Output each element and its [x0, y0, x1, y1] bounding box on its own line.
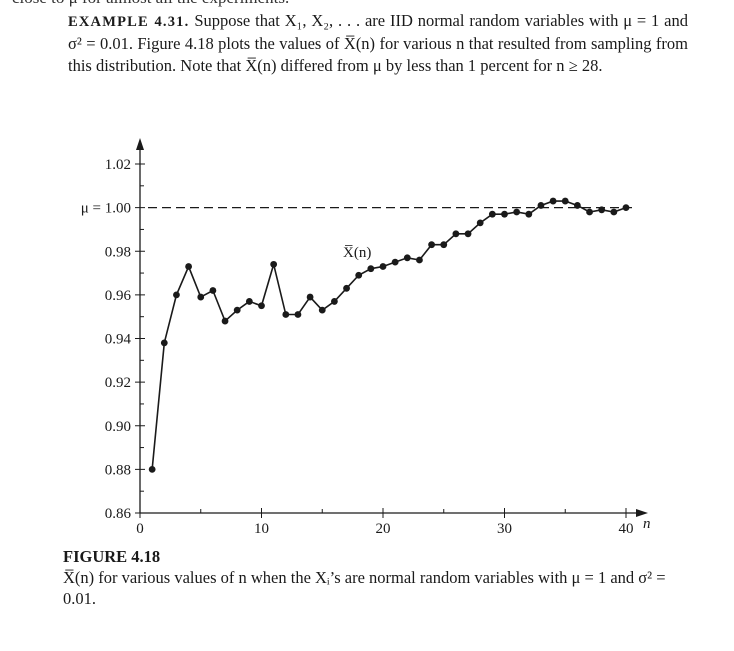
- data-point: [221, 317, 229, 325]
- x-axis-label: n: [643, 516, 651, 532]
- example-paragraph: EXAMPLE 4.31. Suppose that X₁, X₂, . . .…: [68, 10, 688, 77]
- data-point: [294, 311, 302, 318]
- data-point: [610, 208, 618, 216]
- y-tick-label: 0.98: [105, 244, 131, 260]
- x-axis-arrow: [636, 509, 648, 517]
- y-tick-label: 0.88: [105, 462, 131, 478]
- y-tick-label: 0.90: [105, 419, 131, 435]
- data-point: [160, 339, 168, 347]
- y-tick-label: 0.92: [105, 375, 131, 391]
- y-tick-label: 0.96: [105, 288, 132, 304]
- data-point: [306, 293, 314, 301]
- y-tick-label: 1.02: [105, 157, 131, 173]
- data-point: [258, 302, 265, 310]
- data-point: [209, 287, 217, 294]
- data-point: [331, 298, 338, 305]
- x-tick-label: 10: [254, 521, 269, 537]
- data-point: [148, 465, 156, 473]
- figure-caption-text: X̅(n) for various values of n when the X…: [63, 568, 666, 608]
- data-point: [476, 219, 484, 227]
- data-point: [185, 263, 193, 270]
- data-point: [282, 311, 290, 318]
- data-point: [245, 298, 253, 305]
- data-point: [379, 263, 387, 270]
- figure-caption: FIGURE 4.18 X̅(n) for various values of …: [63, 546, 683, 609]
- x-tick-label: 30: [497, 521, 512, 537]
- data-point: [574, 202, 581, 209]
- data-point: [355, 271, 363, 279]
- example-text: Suppose that X₁, X₂, . . . are IID norma…: [68, 11, 688, 75]
- figure-title: FIGURE 4.18: [63, 547, 161, 566]
- data-point: [561, 197, 569, 205]
- data-point: [525, 210, 533, 218]
- y-axis-arrow: [136, 138, 144, 150]
- data-point: [343, 284, 350, 292]
- data-point: [233, 306, 241, 314]
- data-point: [549, 197, 557, 205]
- data-point: [173, 291, 180, 299]
- mu-label: μ = 1.00: [81, 201, 131, 217]
- chart-ticks: [135, 163, 627, 518]
- x-tick-label: 0: [136, 521, 144, 537]
- data-point: [488, 210, 496, 218]
- x-tick-label: 20: [376, 521, 391, 537]
- data-point: [586, 208, 593, 216]
- data-point: [452, 230, 460, 238]
- data-point: [403, 254, 411, 262]
- data-point: [501, 210, 508, 218]
- data-point: [367, 265, 375, 273]
- data-point: [270, 260, 278, 268]
- data-point: [440, 241, 448, 249]
- data-point: [537, 202, 545, 209]
- y-tick-label: 0.86: [105, 506, 132, 522]
- data-point: [513, 208, 521, 216]
- y-tick-label: 0.94: [105, 332, 132, 348]
- data-point: [428, 241, 435, 249]
- x-tick-label: 40: [619, 521, 634, 537]
- series-label: X̅(n): [343, 245, 371, 261]
- data-point: [416, 256, 423, 264]
- data-point: [391, 258, 399, 266]
- data-point: [464, 230, 472, 238]
- data-point: [318, 306, 326, 314]
- data-point: [197, 293, 205, 301]
- chart-axes: [136, 138, 648, 517]
- series-line: [151, 200, 627, 470]
- series-points: [148, 197, 630, 473]
- chart-tick-labels: 1.02 0.98 0.96 0.94 0.92 0.90 0.88 0.860 10 20 30 4…: [105, 157, 634, 537]
- data-point: [622, 204, 630, 212]
- example-label: EXAMPLE 4.31.: [68, 14, 190, 30]
- data-point: [598, 206, 606, 214]
- cut-off-text-line: close to μ for almost all the experiment…: [12, 0, 289, 8]
